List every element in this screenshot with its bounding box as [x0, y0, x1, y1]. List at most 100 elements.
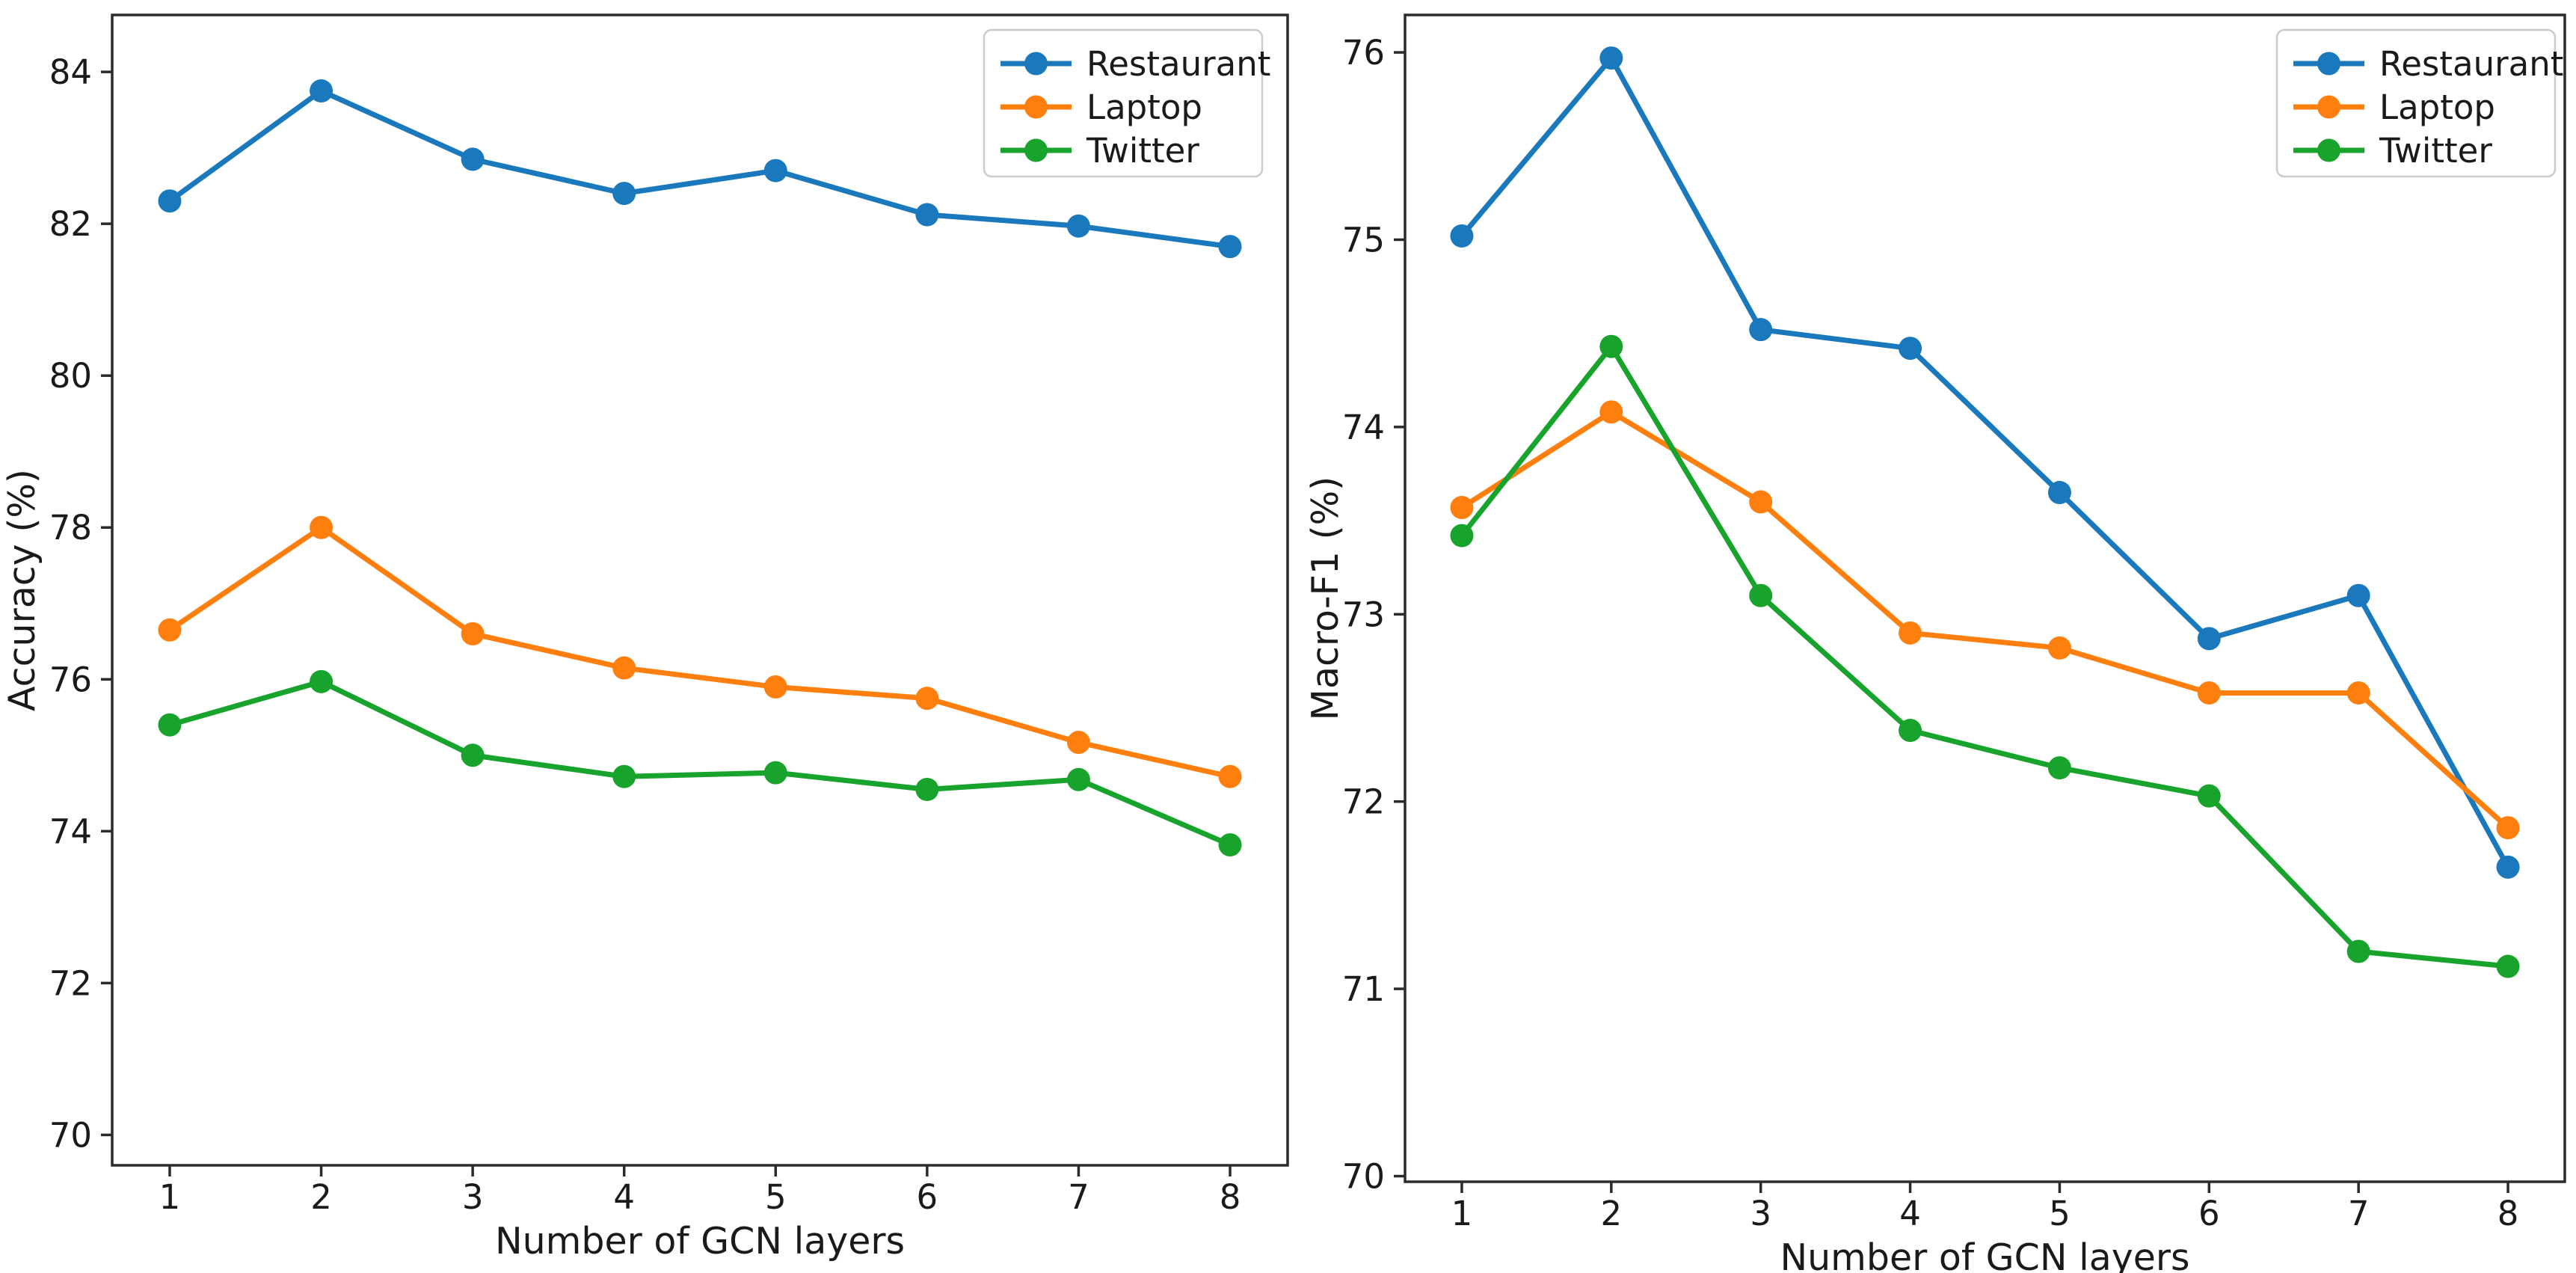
x-tick-label: 8	[1220, 1177, 1241, 1217]
data-point-restaurant-5	[763, 159, 787, 182]
data-point-restaurant-6	[2197, 627, 2221, 651]
legend-label-twitter: Twitter	[1086, 131, 1199, 171]
data-point-laptop-7	[1066, 731, 1090, 755]
x-axis: 1 2 3 4 5 6 7 8	[1451, 1182, 2519, 1233]
y-tick-label: 73	[1342, 595, 1385, 634]
data-point-twitter-6	[915, 777, 939, 801]
data-point-laptop-5	[763, 675, 787, 699]
series-line-laptop	[167, 524, 1233, 779]
data-point-restaurant-3	[1749, 318, 1773, 342]
legend-marker-laptop	[2317, 95, 2340, 119]
x-tick-label: 2	[310, 1177, 332, 1217]
series-line-laptop	[1459, 409, 2511, 831]
y-tick-label: 71	[1342, 969, 1385, 1009]
legend-marker-twitter	[2317, 138, 2340, 162]
data-point-laptop-8	[2496, 816, 2520, 840]
x-tick-label: 8	[2497, 1194, 2519, 1233]
x-tick-label: 3	[1750, 1194, 1771, 1233]
legend-marker-twitter	[1024, 138, 1048, 162]
legend: Restaurant Laptop Twitter	[2275, 28, 2563, 178]
plot-border	[1404, 13, 2566, 1183]
data-point-laptop-1	[158, 618, 182, 642]
data-point-twitter-6	[2197, 784, 2221, 808]
data-point-laptop-3	[461, 622, 485, 645]
macro-f1-chart-svg: 1 2 3 4 5 6 7 8 70 71 72 73 74 75 76 Number of GCN laye…	[1305, 13, 2566, 1273]
x-tick-label: 6	[2198, 1194, 2220, 1233]
data-point-laptop-6	[2197, 681, 2221, 705]
data-point-laptop-4	[612, 656, 636, 680]
data-point-laptop-2	[1599, 400, 1623, 424]
series-line-twitter	[167, 678, 1233, 848]
data-point-restaurant-6	[915, 203, 939, 227]
data-point-restaurant-2	[1599, 46, 1623, 70]
x-tick-label: 1	[159, 1177, 181, 1217]
series-restaurant	[1450, 46, 2520, 879]
macro-f1-chart-panel: 1 2 3 4 5 6 7 8 70 71 72 73 74 75 76 Number of GCN laye…	[1305, 0, 2576, 1273]
x-tick-label: 5	[2049, 1194, 2071, 1233]
x-tick-label: 5	[765, 1177, 787, 1217]
y-tick-label: 75	[1342, 220, 1385, 260]
x-axis-label: Number of GCN layers	[1780, 1236, 2189, 1273]
data-point-restaurant-1	[158, 189, 182, 213]
legend: Restaurant Laptop Twitter	[983, 28, 1270, 178]
plot-border	[111, 13, 1289, 1167]
data-point-laptop-7	[2346, 681, 2370, 705]
x-tick-label: 4	[613, 1177, 635, 1217]
accuracy-chart-panel: 1 2 3 4 5 6 7 8 70 72 74 76 78 80 82 84 Number of GCN la…	[1, 13, 1289, 1263]
series-laptop	[1450, 400, 2520, 840]
data-point-restaurant-7	[1066, 214, 1090, 238]
legend-label-laptop: Laptop	[2379, 88, 2495, 127]
y-tick-label: 80	[49, 356, 92, 396]
data-point-restaurant-8	[2496, 855, 2520, 879]
data-point-twitter-2	[310, 669, 333, 693]
data-point-laptop-3	[1749, 490, 1773, 514]
y-tick-label: 72	[1342, 782, 1385, 822]
x-tick-label: 3	[462, 1177, 484, 1217]
data-point-twitter-3	[1749, 583, 1773, 607]
legend-marker-restaurant	[2317, 52, 2340, 76]
legend-marker-restaurant	[1024, 52, 1048, 76]
data-point-laptop-1	[1450, 496, 1474, 520]
y-axis: 70 72 74 76 78 80 82 84	[49, 52, 112, 1155]
legend-box	[983, 28, 1264, 178]
series-line-restaurant	[167, 88, 1233, 250]
legend-box	[2275, 28, 2557, 178]
data-point-restaurant-4	[1899, 337, 1922, 361]
data-point-twitter-8	[1218, 833, 1242, 857]
legend-label-twitter: Twitter	[2379, 131, 2492, 171]
x-tick-label: 4	[1899, 1194, 1921, 1233]
data-point-laptop-2	[310, 515, 333, 539]
data-point-laptop-5	[2047, 636, 2071, 660]
series-line-restaurant	[1459, 55, 2511, 870]
legend-marker-laptop	[1024, 95, 1048, 119]
data-point-restaurant-4	[612, 182, 636, 206]
x-tick-label: 6	[917, 1177, 938, 1217]
data-point-restaurant-3	[461, 147, 485, 171]
legend-label-laptop: Laptop	[1086, 88, 1202, 127]
data-point-twitter-3	[461, 743, 485, 767]
y-tick-label: 76	[49, 660, 92, 699]
y-tick-label: 70	[49, 1115, 92, 1155]
data-point-laptop-8	[1218, 764, 1242, 788]
y-tick-label: 76	[1342, 33, 1385, 73]
data-point-twitter-8	[2496, 954, 2520, 978]
data-point-twitter-1	[1450, 524, 1474, 547]
y-tick-label: 82	[49, 204, 92, 244]
data-point-twitter-4	[1899, 719, 1922, 743]
data-point-twitter-4	[612, 764, 636, 788]
series-twitter	[158, 669, 1242, 857]
data-point-restaurant-1	[1450, 224, 1474, 248]
y-tick-label: 70	[1342, 1156, 1385, 1196]
y-tick-label: 74	[1342, 408, 1385, 447]
data-point-restaurant-2	[310, 79, 333, 103]
series-line-twitter	[1459, 343, 2511, 969]
data-point-twitter-7	[2346, 939, 2370, 963]
y-axis-label: Macro-F1 (%)	[1305, 476, 1347, 721]
y-tick-label: 84	[49, 52, 92, 92]
data-point-twitter-7	[1066, 767, 1090, 791]
y-tick-label: 72	[49, 963, 92, 1003]
y-axis: 70 71 72 73 74 75 76	[1342, 33, 1405, 1196]
x-tick-label: 1	[1451, 1194, 1473, 1233]
data-point-restaurant-7	[2346, 583, 2370, 607]
